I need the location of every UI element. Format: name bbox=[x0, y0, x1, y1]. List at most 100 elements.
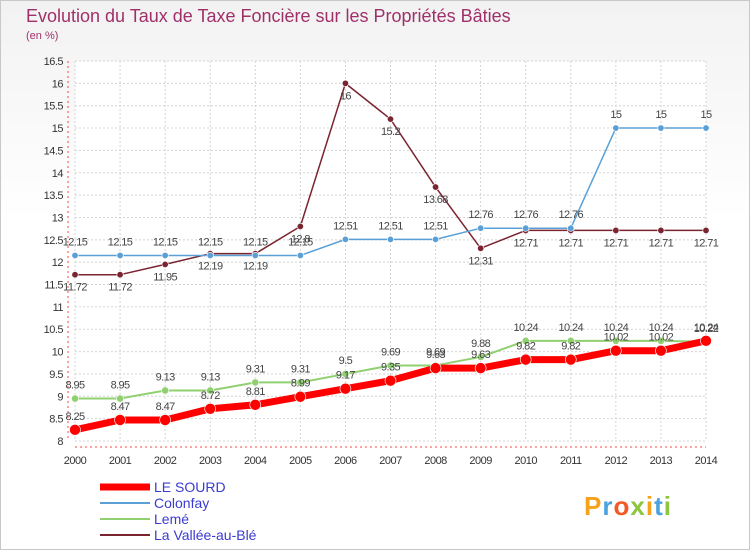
y-tick-label: 8.5 bbox=[49, 414, 63, 426]
data-point-la-vallee-au-ble bbox=[71, 271, 79, 279]
y-tick-label: 10 bbox=[52, 347, 64, 359]
data-label-le-sourd: 10.24 bbox=[694, 322, 719, 334]
data-label-colonfay: 12.15 bbox=[153, 236, 178, 248]
data-label-colonfay: 12.15 bbox=[198, 236, 223, 248]
y-tick-label: 14 bbox=[52, 168, 64, 180]
y-tick-label: 14.5 bbox=[44, 145, 64, 157]
data-point-colonfay bbox=[71, 251, 79, 259]
data-point-le-sourd bbox=[159, 414, 171, 426]
data-label-colonfay: 12.76 bbox=[559, 209, 584, 221]
data-point-le-sourd bbox=[249, 398, 262, 411]
data-label-le-sourd: 8.47 bbox=[111, 401, 130, 413]
data-label-colonfay: 12.76 bbox=[513, 209, 538, 221]
data-label-la-vallee-au-ble: 12.71 bbox=[649, 237, 674, 249]
data-label-le-sourd: 8.47 bbox=[156, 401, 175, 413]
data-point-le-sourd bbox=[519, 353, 532, 366]
data-point-le-sourd bbox=[204, 403, 217, 415]
data-label-colonfay: 12.15 bbox=[108, 236, 133, 248]
y-tick-label: 13.5 bbox=[44, 190, 64, 202]
y-tick-label: 11 bbox=[53, 302, 64, 314]
data-point-le-sourd bbox=[69, 424, 81, 436]
data-label-le-sourd: 9.82 bbox=[516, 341, 535, 353]
data-point-la-vallee-au-ble bbox=[477, 244, 485, 252]
x-tick-label: 2006 bbox=[334, 455, 357, 467]
data-label-le-sourd: 8.25 bbox=[65, 411, 84, 423]
data-label-la-vallee-au-ble: 12.71 bbox=[694, 237, 719, 249]
logo-letter: i bbox=[646, 491, 654, 521]
data-point-colonfay bbox=[522, 224, 530, 232]
data-point-le-sourd bbox=[429, 362, 442, 374]
data-point-colonfay bbox=[432, 235, 440, 243]
data-point-le-sourd bbox=[474, 362, 487, 374]
data-point-colonfay bbox=[657, 124, 665, 132]
data-label-leme: 9.13 bbox=[156, 371, 175, 383]
logo-letter: x bbox=[630, 491, 645, 521]
data-label-colonfay: 15 bbox=[655, 109, 667, 121]
y-tick-label: 9 bbox=[57, 391, 63, 403]
data-point-la-vallee-au-ble bbox=[612, 226, 620, 234]
y-tick-label: 12 bbox=[52, 257, 64, 269]
data-label-leme: 10.24 bbox=[513, 322, 538, 334]
data-label-colonfay: 15 bbox=[610, 109, 622, 121]
data-label-le-sourd: 9.82 bbox=[561, 341, 580, 353]
x-tick-label: 2008 bbox=[424, 455, 447, 467]
data-label-leme: 9.5 bbox=[339, 355, 353, 367]
data-label-leme: 10.22 bbox=[694, 323, 719, 335]
logo-letter: o bbox=[613, 491, 630, 521]
data-label-colonfay: 12.76 bbox=[468, 209, 493, 221]
data-point-colonfay bbox=[612, 124, 620, 132]
data-point-leme bbox=[296, 378, 305, 387]
x-tick-label: 2014 bbox=[695, 455, 718, 467]
data-label-le-sourd: 10.02 bbox=[604, 332, 629, 344]
data-label-leme: 9.88 bbox=[471, 338, 490, 350]
logo-letter: r bbox=[602, 491, 613, 521]
x-tick-label: 2007 bbox=[379, 455, 402, 467]
data-point-le-sourd bbox=[384, 374, 397, 387]
x-tick-label: 2004 bbox=[244, 455, 267, 467]
data-label-le-sourd: 9.63 bbox=[471, 349, 490, 361]
data-label-leme: 9.13 bbox=[201, 371, 220, 383]
data-point-leme bbox=[521, 336, 530, 345]
data-label-la-vallee-au-ble: 12.71 bbox=[513, 237, 538, 249]
data-point-le-sourd bbox=[610, 344, 622, 357]
data-label-la-vallee-au-ble: 12.71 bbox=[604, 237, 629, 249]
data-point-leme bbox=[611, 336, 620, 345]
logo-letter: P bbox=[584, 491, 602, 521]
data-label-la-vallee-au-ble: 12.31 bbox=[468, 255, 493, 267]
data-point-leme bbox=[161, 386, 170, 395]
data-point-le-sourd bbox=[655, 344, 667, 357]
data-label-la-vallee-au-ble: 12.19 bbox=[198, 261, 223, 273]
logo-letter: i bbox=[664, 491, 672, 521]
data-point-la-vallee-au-ble bbox=[702, 226, 710, 234]
data-point-le-sourd bbox=[339, 382, 352, 395]
logo-letter: t bbox=[654, 491, 664, 521]
data-point-leme bbox=[71, 394, 79, 403]
data-point-le-sourd bbox=[294, 390, 307, 403]
data-label-leme: 10.24 bbox=[559, 322, 584, 334]
data-point-colonfay bbox=[567, 224, 575, 232]
data-label-le-sourd: 8.72 bbox=[201, 390, 220, 402]
data-point-leme bbox=[566, 336, 575, 345]
y-tick-label: 12.5 bbox=[44, 235, 64, 247]
y-tick-label: 13 bbox=[52, 212, 64, 224]
y-tick-label: 9.5 bbox=[49, 369, 63, 381]
data-point-colonfay bbox=[116, 251, 124, 259]
x-tick-label: 2012 bbox=[605, 455, 628, 467]
data-point-leme bbox=[386, 361, 395, 370]
y-tick-label: 16.5 bbox=[44, 56, 64, 68]
data-label-leme: 8.95 bbox=[65, 380, 84, 392]
data-point-le-sourd bbox=[700, 335, 712, 347]
data-label-la-vallee-au-ble: 12.8 bbox=[291, 233, 310, 245]
data-point-colonfay bbox=[477, 224, 485, 232]
data-label-la-vallee-au-ble: 11.72 bbox=[63, 282, 87, 294]
data-label-colonfay: 15 bbox=[700, 109, 712, 121]
y-tick-label: 15.5 bbox=[44, 101, 64, 113]
data-label-colonfay: 12.15 bbox=[288, 236, 313, 248]
data-point-leme bbox=[251, 378, 260, 387]
data-label-leme: 9.69 bbox=[426, 346, 445, 358]
y-tick-label: 15 bbox=[52, 123, 64, 135]
y-tick-label: 11.5 bbox=[44, 280, 63, 292]
data-point-le-sourd bbox=[564, 353, 577, 366]
x-tick-label: 2010 bbox=[514, 455, 537, 467]
data-point-la-vallee-au-ble bbox=[341, 79, 349, 87]
